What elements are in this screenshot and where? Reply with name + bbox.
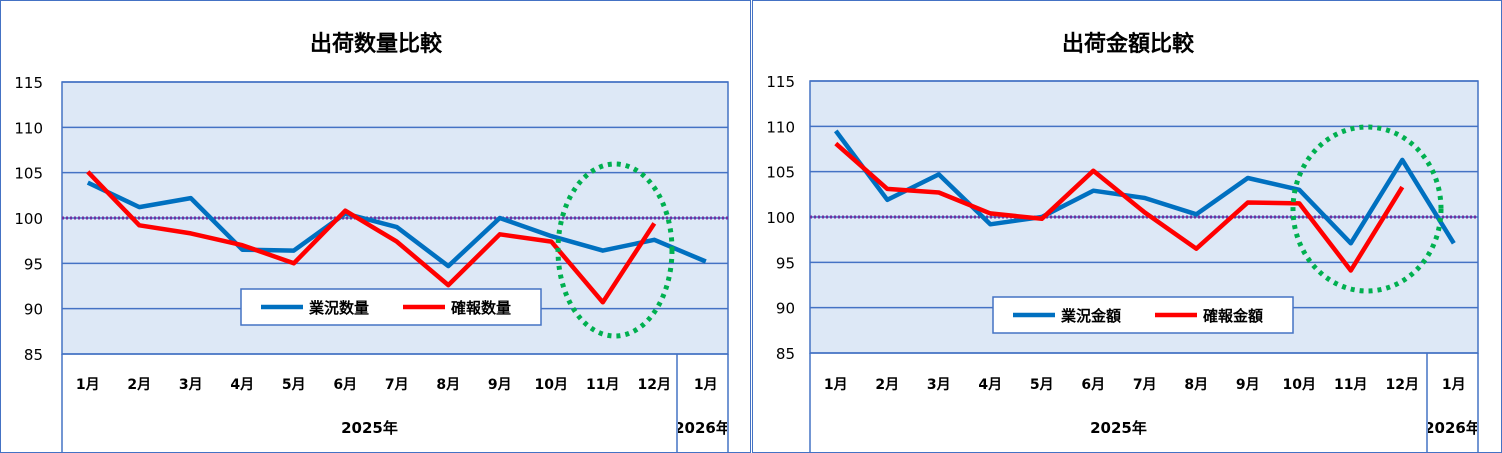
y-tick-label: 110 — [14, 119, 43, 137]
x-tick-label: 8月 — [1184, 377, 1208, 393]
x-tick-label: 11月 — [586, 377, 619, 393]
legend-label: 業況金額 — [1060, 307, 1121, 325]
legend-label: 確報数量 — [450, 299, 511, 317]
y-tick-label: 110 — [766, 118, 795, 136]
x-tick-label: 10月 — [1283, 377, 1316, 393]
year-label-2026: 2026年 — [1424, 419, 1481, 437]
legend-label: 確報金額 — [1202, 307, 1263, 325]
x-tick-label: 12月 — [1386, 377, 1419, 393]
y-tick-label: 100 — [14, 210, 43, 228]
x-tick-label: 1月 — [76, 377, 100, 393]
x-tick-label: 1月 — [1442, 377, 1466, 393]
series-line-kakuho — [86, 170, 657, 305]
x-tick-label: 2月 — [875, 377, 899, 393]
x-tick-label: 3月 — [179, 377, 203, 393]
x-tick-label: 5月 — [282, 377, 306, 393]
x-tick-label: 4月 — [978, 377, 1002, 393]
x-tick-label: 6月 — [333, 377, 357, 393]
x-tick-label: 7月 — [385, 377, 409, 393]
year-label-2026: 2026年 — [674, 419, 731, 437]
x-tick-label: 1月 — [824, 377, 848, 393]
year-label-2025: 2025年 — [341, 419, 398, 437]
x-tick-label: 4月 — [230, 377, 254, 393]
quantity-chart-panel: 出荷数量比較 85 90 95 100 105 110 115 1月 2月 3月 4月 5月 6月 7月 8月… — [0, 0, 751, 453]
chart-title: 出荷金額比較 — [1062, 31, 1195, 57]
amount-chart: 出荷金額比較 85 90 95 100 105 110 115 1月 2月 3月 4月 5月 6月 7月 8月… — [766, 31, 1481, 452]
chart-title: 出荷数量比較 — [310, 31, 443, 57]
amount-chart-panel: 出荷金額比較 85 90 95 100 105 110 115 1月 2月 3月 4月 5月 6月 7月 8月… — [752, 0, 1502, 453]
y-tick-label: 90 — [776, 300, 795, 318]
highlight-ellipse — [1290, 124, 1444, 294]
quantity-chart: 出荷数量比較 85 90 95 100 105 110 115 1月 2月 3月 4月 5月 6月 7月 8月… — [14, 31, 731, 452]
y-tick-label: 115 — [14, 74, 43, 92]
x-tick-label: 9月 — [1236, 377, 1260, 393]
y-tick-label: 85 — [776, 345, 795, 363]
x-tick-label: 12月 — [638, 377, 671, 393]
x-tick-label: 5月 — [1030, 377, 1054, 393]
y-tick-label: 95 — [776, 254, 795, 272]
y-tick-label: 95 — [24, 255, 43, 273]
y-tick-label: 85 — [24, 346, 43, 364]
year-label-2025: 2025年 — [1090, 419, 1147, 437]
y-tick-label: 115 — [766, 73, 795, 91]
series-line-kakuho — [834, 141, 1405, 273]
y-tick-label: 100 — [766, 209, 795, 227]
y-tick-label: 105 — [14, 165, 43, 183]
highlight-ellipse — [555, 161, 675, 339]
x-tick-label: 11月 — [1334, 377, 1367, 393]
y-tick-label: 90 — [24, 301, 43, 319]
x-tick-label: 7月 — [1133, 377, 1157, 393]
x-tick-label: 10月 — [535, 377, 568, 393]
x-tick-label: 9月 — [488, 377, 512, 393]
x-tick-label: 1月 — [694, 377, 718, 393]
x-tick-label: 3月 — [927, 377, 951, 393]
x-tick-label: 2月 — [127, 377, 151, 393]
x-tick-label: 6月 — [1081, 377, 1105, 393]
legend-label: 業況数量 — [308, 299, 369, 317]
y-tick-label: 105 — [766, 164, 795, 182]
x-tick-label: 8月 — [436, 377, 460, 393]
